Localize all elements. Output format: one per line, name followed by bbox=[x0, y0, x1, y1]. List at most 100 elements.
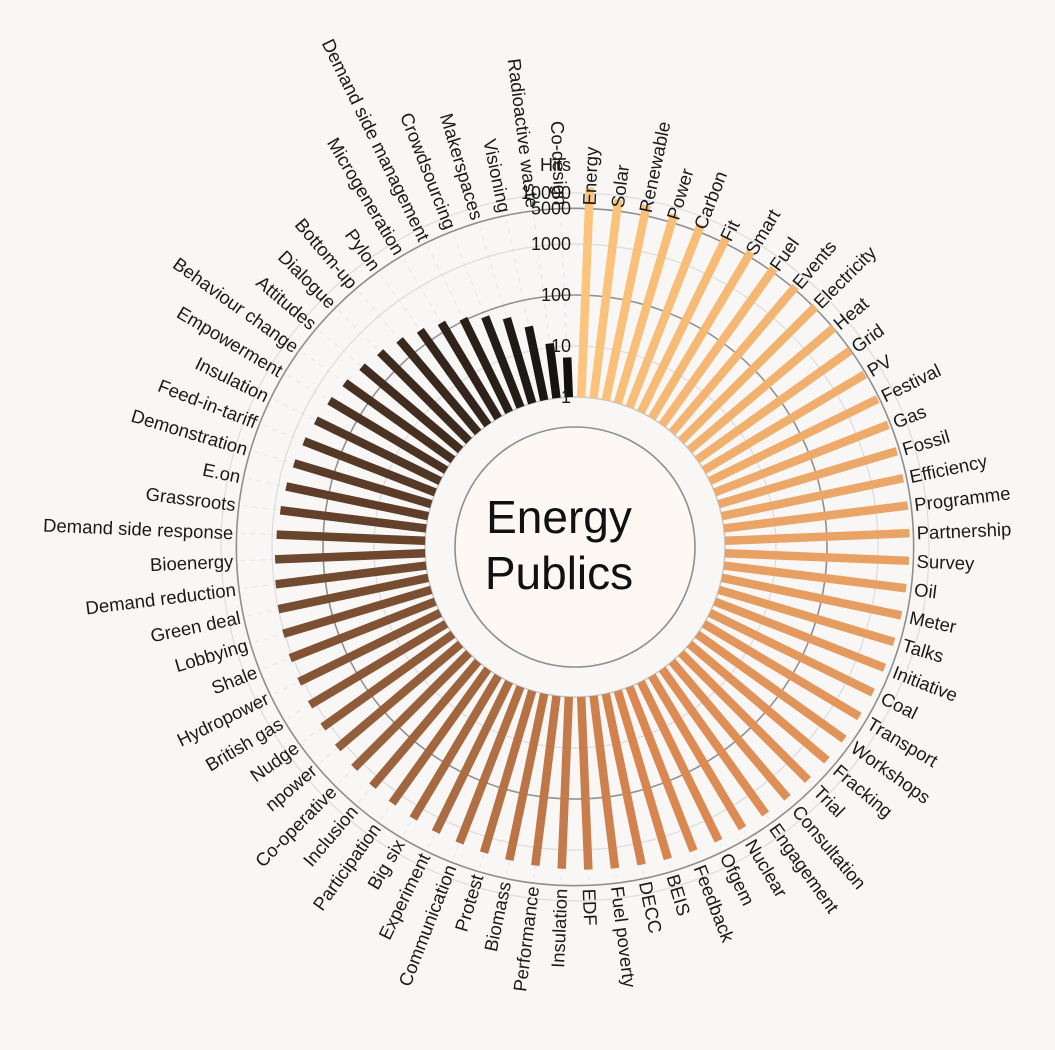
bar-54 bbox=[277, 573, 430, 614]
category-label-16: Efficiency bbox=[908, 450, 990, 487]
bar-16 bbox=[720, 474, 905, 521]
bar-30 bbox=[658, 666, 770, 817]
bar-75 bbox=[562, 357, 574, 398]
bar-38 bbox=[557, 696, 574, 869]
bar-27 bbox=[686, 640, 830, 764]
bar-61 bbox=[302, 437, 437, 497]
bar-65 bbox=[359, 363, 464, 454]
bar-55 bbox=[275, 561, 427, 589]
bar-22 bbox=[717, 585, 896, 647]
bar-5 bbox=[637, 235, 730, 415]
bar-17 bbox=[723, 501, 909, 533]
category-label-17: Programme bbox=[913, 482, 1011, 515]
bar-71 bbox=[481, 315, 525, 409]
bar-33 bbox=[625, 685, 698, 853]
bar-56 bbox=[274, 548, 426, 564]
bar-70 bbox=[459, 316, 513, 415]
category-label-75: Co-design bbox=[547, 121, 571, 206]
bar-45 bbox=[388, 666, 492, 806]
bar-11 bbox=[694, 347, 853, 464]
tick-label-4: 5000 bbox=[531, 198, 571, 218]
bar-32 bbox=[637, 679, 723, 843]
bar-60 bbox=[292, 459, 433, 509]
category-label-19: Survey bbox=[916, 551, 975, 574]
bar-72 bbox=[502, 316, 537, 405]
bar-49 bbox=[320, 630, 456, 731]
category-label-37: EDF bbox=[579, 888, 602, 926]
bar-24 bbox=[707, 609, 875, 697]
bar-57 bbox=[276, 530, 426, 546]
bar-14 bbox=[713, 420, 890, 497]
bar-4 bbox=[625, 223, 705, 409]
tick-ring-1 bbox=[373, 345, 777, 749]
bar-28 bbox=[678, 650, 811, 783]
bar-12 bbox=[701, 370, 867, 474]
category-label-38: Insulation bbox=[547, 888, 571, 968]
bar-21 bbox=[720, 573, 903, 620]
bar-43 bbox=[431, 679, 513, 834]
tick-label-1: 10 bbox=[551, 336, 571, 356]
bar-50 bbox=[307, 620, 449, 709]
bar-6 bbox=[648, 249, 755, 421]
bar-64 bbox=[342, 379, 456, 464]
tick-ring-4 bbox=[235, 207, 915, 887]
bar-9 bbox=[678, 303, 819, 444]
category-label-21: Meter bbox=[908, 607, 959, 637]
bars-group bbox=[274, 187, 910, 870]
bar-40 bbox=[505, 692, 549, 862]
category-label-15: Fossil bbox=[900, 426, 952, 460]
category-label-41: Protest bbox=[451, 872, 488, 934]
bar-59 bbox=[285, 482, 430, 521]
tick-ring-5 bbox=[220, 192, 930, 902]
bar-47 bbox=[351, 650, 472, 771]
bar-63 bbox=[327, 397, 449, 474]
tick-label-5: 10000 bbox=[521, 183, 571, 203]
category-label-36: Fuel poverty bbox=[607, 885, 641, 989]
category-label-40: Biomass bbox=[480, 880, 515, 954]
tick-ring-2 bbox=[322, 294, 828, 800]
axis-title: Hits bbox=[540, 155, 571, 175]
bar-13 bbox=[707, 395, 880, 485]
category-label-0: Energy bbox=[579, 146, 602, 206]
bar-46 bbox=[369, 658, 482, 789]
category-label-18: Partnership bbox=[916, 518, 1011, 543]
bar-19 bbox=[724, 548, 910, 566]
bar-69 bbox=[437, 320, 502, 421]
bar-3 bbox=[613, 213, 679, 405]
bar-36 bbox=[589, 695, 620, 869]
tick-ring-3 bbox=[271, 243, 879, 851]
bar-34 bbox=[613, 689, 672, 861]
bar-35 bbox=[601, 692, 646, 866]
category-label-57: Demand side response bbox=[43, 515, 234, 544]
bar-41 bbox=[479, 689, 537, 854]
category-label-35: DECC bbox=[635, 880, 666, 936]
bar-37 bbox=[576, 696, 593, 870]
bar-8 bbox=[668, 283, 799, 436]
category-label-73: Visioning bbox=[479, 137, 515, 214]
tick-label-2: 100 bbox=[541, 285, 571, 305]
tick-label-3: 1000 bbox=[531, 234, 571, 254]
center-circle bbox=[454, 426, 696, 668]
chart-title-line-2: Publics bbox=[485, 547, 633, 599]
bar-58 bbox=[279, 506, 427, 533]
bar-52 bbox=[288, 597, 437, 663]
category-label-22: Talks bbox=[900, 635, 946, 667]
category-label-59: E.on bbox=[201, 459, 243, 487]
bar-10 bbox=[686, 324, 837, 454]
chart-title-line-1: Energy bbox=[486, 491, 632, 543]
bar-7 bbox=[658, 265, 778, 428]
category-label-58: Grassroots bbox=[145, 483, 237, 515]
bar-15 bbox=[717, 447, 899, 509]
bar-53 bbox=[282, 585, 433, 638]
category-label-56: Bioenergy bbox=[150, 551, 235, 575]
center-disc: Energy Publics bbox=[454, 426, 696, 668]
bar-20 bbox=[723, 561, 907, 593]
category-label-39: Performance bbox=[509, 885, 543, 993]
bar-73 bbox=[524, 325, 549, 402]
bar-29 bbox=[668, 658, 791, 801]
bar-51 bbox=[297, 609, 443, 686]
bar-26 bbox=[694, 630, 847, 743]
bar-44 bbox=[409, 673, 502, 821]
